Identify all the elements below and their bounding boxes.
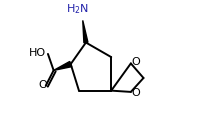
Polygon shape xyxy=(83,20,88,43)
Text: O: O xyxy=(131,88,140,98)
Text: HO: HO xyxy=(29,48,46,58)
Text: H$_2$N: H$_2$N xyxy=(66,2,89,16)
Text: O: O xyxy=(38,80,47,90)
Polygon shape xyxy=(54,61,72,70)
Text: O: O xyxy=(131,57,140,67)
